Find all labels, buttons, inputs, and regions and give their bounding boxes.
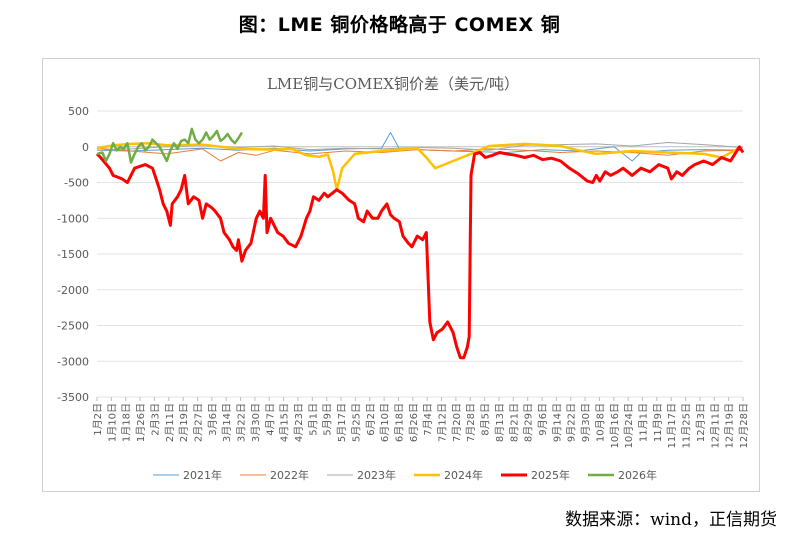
chart-frame: LME铜与COMEX铜价差（美元/吨） 500 0 -500 -1000 -1500 -2…	[42, 58, 760, 492]
legend: 2021年 2022年 2023年 2024年 2025年 2026年	[153, 468, 657, 482]
x-tick-label: 11月1日	[638, 403, 650, 442]
x-axis: 1月2日 1月10日 1月18日 1月26日 2月3日 2月11日 2月19日 2月27日 3月…	[92, 397, 750, 448]
x-tick-label: 2月3日	[149, 403, 161, 436]
x-tick-label: 9月30日	[580, 403, 592, 442]
x-tick-label: 5月17日	[336, 403, 348, 442]
x-tick-label: 6月26日	[408, 403, 420, 442]
x-tick-label: 8月5日	[480, 403, 492, 436]
y-tick-label: 0	[82, 141, 89, 154]
x-tick-label: 9月6日	[537, 403, 549, 436]
x-tick-label: 1月10日	[106, 403, 118, 442]
x-tick-label: 12月11日	[709, 403, 721, 448]
x-tick-label: 1月26日	[135, 403, 147, 442]
x-tick-label: 10月24日	[623, 403, 635, 448]
x-tick-label: 5月25日	[350, 403, 362, 442]
y-tick-label: -3000	[57, 355, 89, 368]
y-tick-label: -2000	[57, 284, 89, 297]
x-tick-label: 6月10日	[379, 403, 391, 442]
x-tick-label: 11月25日	[681, 403, 693, 448]
y-tick-label: -1000	[57, 212, 89, 225]
x-tick-label: 8月29日	[523, 403, 535, 442]
x-tick-label: 11月9日	[652, 403, 664, 442]
x-tick-label: 10月16日	[609, 403, 621, 448]
x-tick-label: 4月7日	[264, 403, 276, 436]
grid-lines	[97, 110, 743, 398]
x-tick-label: 7月28日	[465, 403, 477, 442]
y-tick-label: -1500	[57, 248, 89, 261]
x-tick-label: 11月17日	[666, 403, 678, 448]
y-tick-label: 500	[68, 105, 89, 118]
legend-label: 2023年	[357, 468, 396, 482]
legend-label: 2022年	[270, 468, 309, 482]
legend-label: 2026年	[618, 468, 657, 482]
y-tick-label: -2500	[57, 320, 89, 333]
legend-label: 2021年	[183, 468, 222, 482]
line-chart: LME铜与COMEX铜价差（美元/吨） 500 0 -500 -1000 -1500 -2…	[57, 75, 750, 482]
series-line-5	[96, 127, 243, 164]
x-tick-label: 8月13日	[494, 403, 506, 442]
y-tick-label: -500	[64, 177, 89, 190]
series-line-4	[95, 145, 745, 360]
x-tick-label: 3月6日	[207, 403, 219, 436]
chart-title: LME铜与COMEX铜价差（美元/吨）	[267, 75, 519, 93]
x-tick-label: 6月18日	[393, 403, 405, 442]
x-tick-label: 5月1日	[307, 403, 319, 436]
data-source: 数据来源：wind，正信期货	[565, 510, 777, 530]
x-tick-label: 7月12日	[437, 403, 449, 442]
x-tick-label: 12月19日	[724, 403, 736, 448]
series-lines	[95, 127, 745, 360]
y-tick-label: -3500	[57, 391, 89, 404]
x-tick-label: 4月23日	[293, 403, 305, 442]
x-tick-label: 3月14日	[221, 403, 233, 442]
x-tick-label: 9月22日	[566, 403, 578, 442]
x-tick-label: 9月14日	[551, 403, 563, 442]
series-line-3	[96, 141, 740, 191]
x-tick-label: 7月4日	[422, 403, 434, 436]
x-tick-label: 3月30日	[250, 403, 262, 442]
x-tick-label: 10月8日	[594, 403, 606, 442]
x-tick-label: 3月22日	[236, 403, 248, 442]
x-tick-label: 1月2日	[92, 403, 104, 436]
x-tick-label: 2月27日	[192, 403, 204, 442]
x-tick-label: 6月2日	[365, 403, 377, 436]
y-axis: 500 0 -500 -1000 -1500 -2000 -2500 -3000 -3500	[57, 105, 89, 404]
x-tick-label: 2月11日	[164, 403, 176, 442]
x-tick-label: 12月3日	[695, 403, 707, 442]
x-tick-label: 2月19日	[178, 403, 190, 442]
x-tick-label: 8月21日	[508, 403, 520, 442]
x-tick-label: 7月20日	[451, 403, 463, 442]
x-tick-label: 12月28日	[738, 403, 750, 448]
legend-label: 2024年	[444, 468, 483, 482]
figure-heading: 图：LME 铜价格略高于 COMEX 铜	[238, 14, 561, 36]
x-tick-label: 4月15日	[279, 403, 291, 442]
legend-label: 2025年	[531, 468, 570, 482]
x-tick-label: 5月9日	[322, 403, 334, 436]
x-tick-label: 1月18日	[121, 403, 133, 442]
